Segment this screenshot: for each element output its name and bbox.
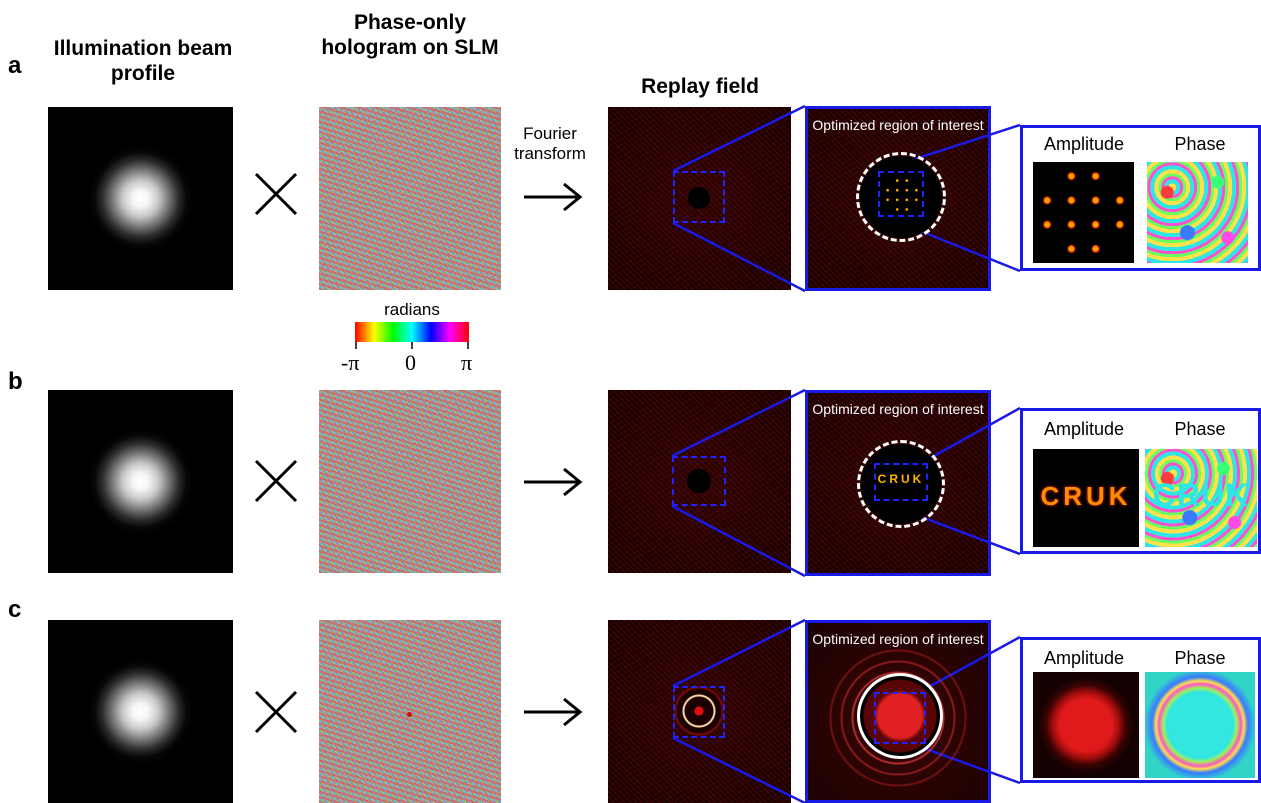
multiply-icon xyxy=(254,690,298,734)
beam-profile-b xyxy=(48,390,233,573)
dot xyxy=(1043,196,1052,205)
rings-c xyxy=(670,682,728,740)
arrow-right-icon xyxy=(524,697,583,727)
header-hologram: Phase-only hologram on SLM xyxy=(321,11,499,59)
dot xyxy=(905,188,909,192)
fourier-transform-label: Fourier transform xyxy=(514,124,586,163)
amplitude-label-a: Amplitude xyxy=(1043,134,1125,154)
dot xyxy=(895,188,899,192)
replay-field-b xyxy=(608,390,791,573)
dot xyxy=(915,198,918,202)
roi-text-b: CRUK xyxy=(877,472,925,486)
dot xyxy=(1067,220,1076,229)
roi-marker-a xyxy=(673,171,725,223)
colorbar-tick-min: -π xyxy=(341,350,360,375)
amplitude-label-b: Amplitude xyxy=(1043,419,1125,439)
replay-field-a xyxy=(608,107,791,290)
roi-label-b: Optimized region of interest xyxy=(812,401,984,417)
roi-square-a xyxy=(878,171,924,217)
center-dot-c xyxy=(407,712,412,717)
phase-label-a: Phase xyxy=(1174,134,1226,154)
roi-label-c: Optimized region of interest xyxy=(812,631,984,647)
colorbar xyxy=(355,322,469,342)
multiply-icon xyxy=(254,172,298,216)
roi-marker-c xyxy=(673,686,725,738)
dot xyxy=(1067,172,1076,181)
phase-image-b: CRUK xyxy=(1145,449,1257,547)
colorbar-tick-marks xyxy=(355,342,469,349)
colorbar-tick-zero: 0 xyxy=(405,350,416,375)
dot xyxy=(905,179,909,182)
center-spot-a xyxy=(688,187,710,209)
header-illumination: Illumination beam profile xyxy=(53,37,233,85)
roi-square-b xyxy=(874,463,928,501)
center-spot-b xyxy=(687,469,711,493)
zoom-box-a: Optimized region of interest xyxy=(805,106,991,291)
replay-field-c xyxy=(608,620,791,803)
phase-label-b: Phase xyxy=(1174,419,1226,439)
roi-square-c xyxy=(874,692,926,744)
roi-circle-c xyxy=(857,673,943,759)
dot xyxy=(1115,220,1124,229)
dot xyxy=(1091,196,1100,205)
dot xyxy=(886,198,889,202)
dot xyxy=(905,198,909,202)
dot xyxy=(905,208,909,211)
row-label-b: b xyxy=(8,368,23,395)
multiply-icon xyxy=(254,459,298,503)
row-label-c: c xyxy=(8,596,22,623)
dot xyxy=(915,188,918,192)
colorbar-title: radians xyxy=(384,300,440,319)
dot xyxy=(895,179,899,182)
inset-box-a: Amplitude Phase xyxy=(1020,125,1261,271)
arrow-right-icon xyxy=(524,467,583,497)
beam-profile-a xyxy=(48,107,233,290)
dot xyxy=(895,208,899,211)
roi-circle-b xyxy=(857,440,945,528)
phase-image-a xyxy=(1147,162,1248,263)
beam-profile-c xyxy=(48,620,233,803)
dot xyxy=(895,198,899,202)
phase-text-b: CRUK xyxy=(1152,477,1250,513)
dot xyxy=(1091,172,1100,181)
dot xyxy=(886,188,889,192)
inset-box-b: Amplitude Phase CRUK CRUK xyxy=(1020,408,1261,554)
dot-array xyxy=(1043,172,1124,253)
inset-box-c: Amplitude Phase xyxy=(1020,637,1261,783)
colorbar-tick-max: π xyxy=(461,350,473,375)
dot xyxy=(1091,220,1100,229)
row-label-a: a xyxy=(8,52,22,79)
dot xyxy=(1043,220,1052,229)
zoom-box-b: Optimized region of interest CRUK xyxy=(805,390,991,576)
arrow-right-icon xyxy=(524,182,583,212)
dot xyxy=(1091,244,1100,253)
dot xyxy=(1067,196,1076,205)
amplitude-image-c xyxy=(1033,672,1139,778)
amplitude-text-b: CRUK xyxy=(1040,481,1132,511)
hologram-c xyxy=(319,620,501,803)
amplitude-image-a xyxy=(1033,162,1134,263)
dot xyxy=(1067,244,1076,253)
header-replay: Replay field xyxy=(641,75,759,98)
dot xyxy=(1115,196,1124,205)
zoom-dot-array-a xyxy=(886,179,918,211)
hologram-b xyxy=(319,390,501,573)
amplitude-image-b: CRUK xyxy=(1033,449,1139,547)
roi-marker-b xyxy=(672,456,726,506)
amplitude-label-c: Amplitude xyxy=(1043,648,1125,668)
roi-circle-a xyxy=(856,152,946,242)
roi-label-a: Optimized region of interest xyxy=(812,117,984,133)
zoom-box-c: Optimized region of interest xyxy=(805,620,991,803)
phase-image-c xyxy=(1145,672,1255,778)
hologram-a xyxy=(319,107,501,290)
phase-label-c: Phase xyxy=(1174,648,1226,668)
